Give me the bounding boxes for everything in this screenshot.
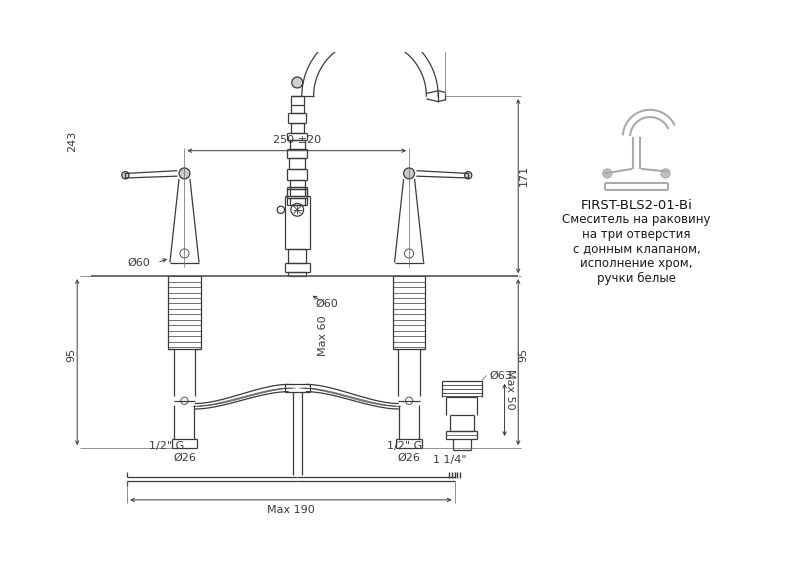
Text: 1 1/4": 1 1/4" <box>434 455 467 465</box>
Circle shape <box>602 169 612 178</box>
Circle shape <box>292 77 302 88</box>
Text: ручки белые: ручки белые <box>597 271 676 284</box>
Text: 180: 180 <box>361 0 382 2</box>
Text: 171: 171 <box>518 165 529 186</box>
Text: 1/2" G: 1/2" G <box>149 441 184 451</box>
Text: Ø26: Ø26 <box>173 452 196 463</box>
Text: на три отверстия: на три отверстия <box>582 228 690 241</box>
Circle shape <box>122 172 129 179</box>
Text: Max 50: Max 50 <box>505 369 515 410</box>
Text: Max 60: Max 60 <box>318 315 328 356</box>
Text: 243: 243 <box>66 131 77 152</box>
Text: Смеситель на раковину: Смеситель на раковину <box>562 213 710 226</box>
Text: исполнение хром,: исполнение хром, <box>580 257 693 270</box>
Circle shape <box>661 169 670 178</box>
Text: Ø60: Ø60 <box>127 258 150 267</box>
Text: FIRST-BLS2-01-Bi: FIRST-BLS2-01-Bi <box>581 199 692 212</box>
Circle shape <box>404 168 414 179</box>
Text: 95: 95 <box>518 348 529 362</box>
Text: 250 ±20: 250 ±20 <box>273 135 321 145</box>
Text: Ø60: Ø60 <box>315 299 338 308</box>
Text: с донным клапаном,: с донным клапаном, <box>573 242 700 255</box>
Text: Max 190: Max 190 <box>267 505 314 516</box>
Text: 95: 95 <box>66 348 77 362</box>
Text: Ø63: Ø63 <box>489 370 512 380</box>
Circle shape <box>465 172 472 179</box>
Circle shape <box>179 168 190 179</box>
Text: 1/2" G: 1/2" G <box>387 441 422 451</box>
Text: Ø26: Ø26 <box>398 452 421 463</box>
